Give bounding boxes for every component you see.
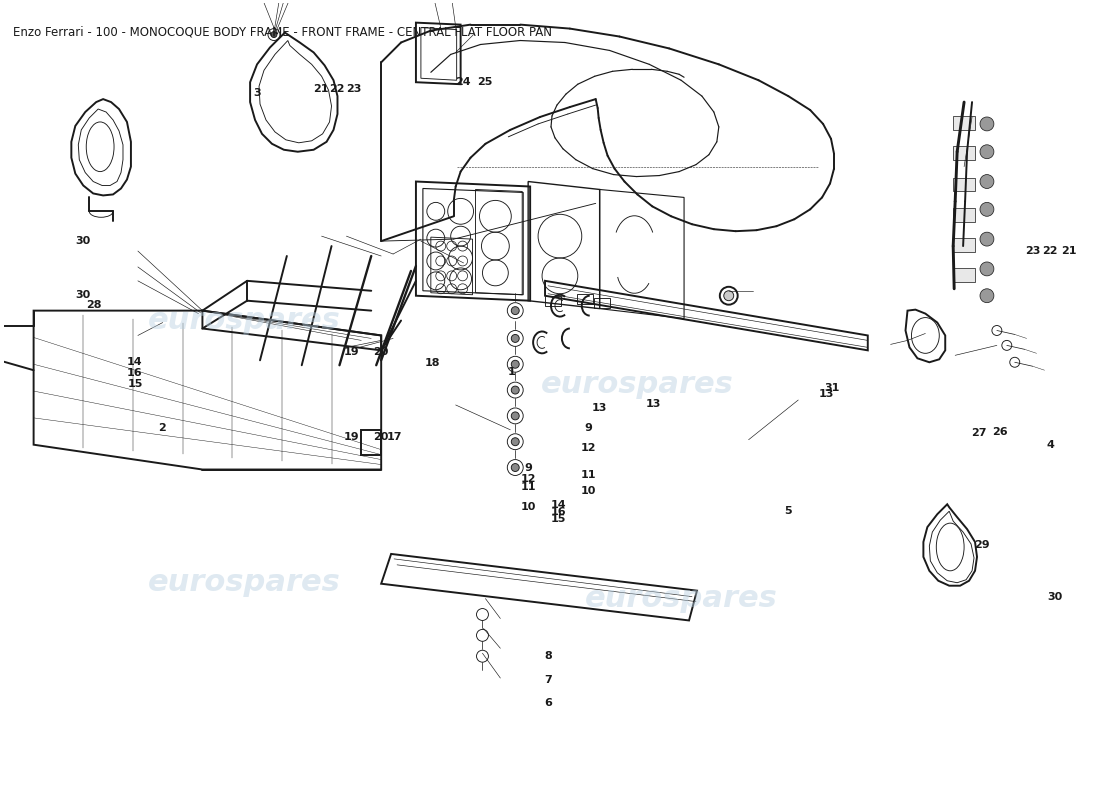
Text: 19: 19 <box>343 432 359 442</box>
Bar <box>576 294 593 304</box>
Text: 29: 29 <box>974 539 989 550</box>
Text: 25: 25 <box>476 78 492 87</box>
Text: 7: 7 <box>543 674 552 685</box>
Text: 27: 27 <box>971 428 987 438</box>
Bar <box>954 268 975 282</box>
Text: eurospares: eurospares <box>147 568 341 598</box>
Bar <box>954 208 975 222</box>
Text: eurospares: eurospares <box>147 306 341 335</box>
Text: Enzo Ferrari - 100 - MONOCOQUE BODY FRAME - FRONT FRAME - CENTRAL FLAT FLOOR PAN: Enzo Ferrari - 100 - MONOCOQUE BODY FRAM… <box>13 26 552 38</box>
Circle shape <box>980 289 994 302</box>
Text: eurospares: eurospares <box>585 584 778 613</box>
Text: 31: 31 <box>824 383 839 393</box>
Text: 15: 15 <box>551 514 566 524</box>
Circle shape <box>980 262 994 276</box>
Circle shape <box>512 360 519 368</box>
Circle shape <box>980 202 994 216</box>
Text: 30: 30 <box>75 236 90 246</box>
Text: 30: 30 <box>1047 592 1063 602</box>
Text: 30: 30 <box>75 290 90 300</box>
Text: 21: 21 <box>1062 246 1077 256</box>
Text: 8: 8 <box>543 651 552 661</box>
Bar <box>594 298 609 308</box>
Text: 16: 16 <box>128 368 143 378</box>
Text: 13: 13 <box>592 403 607 413</box>
Text: 5: 5 <box>784 506 792 516</box>
Bar <box>954 116 975 130</box>
Circle shape <box>512 412 519 420</box>
Text: 11: 11 <box>520 482 536 492</box>
Text: 4: 4 <box>1046 440 1054 450</box>
Circle shape <box>271 31 277 38</box>
Text: 15: 15 <box>128 379 143 389</box>
Text: 19: 19 <box>343 347 359 358</box>
Text: eurospares: eurospares <box>541 370 734 398</box>
Circle shape <box>512 306 519 314</box>
Circle shape <box>980 232 994 246</box>
Text: 10: 10 <box>520 502 536 512</box>
Text: 13: 13 <box>818 389 834 398</box>
Text: 17: 17 <box>387 432 403 442</box>
Text: 14: 14 <box>551 500 566 510</box>
Circle shape <box>980 145 994 158</box>
Bar <box>954 146 975 160</box>
Text: 23: 23 <box>345 83 361 94</box>
Bar <box>954 178 975 191</box>
Text: 24: 24 <box>454 78 471 87</box>
Text: 9: 9 <box>525 462 532 473</box>
Text: 20: 20 <box>373 347 388 358</box>
Text: 16: 16 <box>551 507 566 517</box>
Text: 6: 6 <box>543 698 552 709</box>
Text: 13: 13 <box>646 399 661 409</box>
Text: 21: 21 <box>312 83 329 94</box>
Text: 12: 12 <box>520 474 536 485</box>
Text: 3: 3 <box>253 87 261 98</box>
Circle shape <box>724 290 734 301</box>
Circle shape <box>980 174 994 189</box>
Circle shape <box>512 463 519 471</box>
Text: 20: 20 <box>373 432 388 442</box>
Text: 11: 11 <box>581 470 596 481</box>
Text: 28: 28 <box>86 300 101 310</box>
Circle shape <box>512 438 519 446</box>
Circle shape <box>980 117 994 131</box>
Text: 10: 10 <box>581 486 596 496</box>
Bar <box>544 296 561 306</box>
Circle shape <box>512 334 519 342</box>
Text: 22: 22 <box>329 83 344 94</box>
Text: 26: 26 <box>992 426 1008 437</box>
Text: 12: 12 <box>581 442 596 453</box>
Bar <box>954 238 975 252</box>
Text: 1: 1 <box>508 367 516 377</box>
Text: 23: 23 <box>1025 246 1041 256</box>
Text: 22: 22 <box>1043 246 1058 256</box>
Text: 2: 2 <box>158 423 166 433</box>
Text: 9: 9 <box>584 423 592 433</box>
Text: 18: 18 <box>425 358 440 368</box>
Text: 14: 14 <box>128 357 143 367</box>
Circle shape <box>512 386 519 394</box>
